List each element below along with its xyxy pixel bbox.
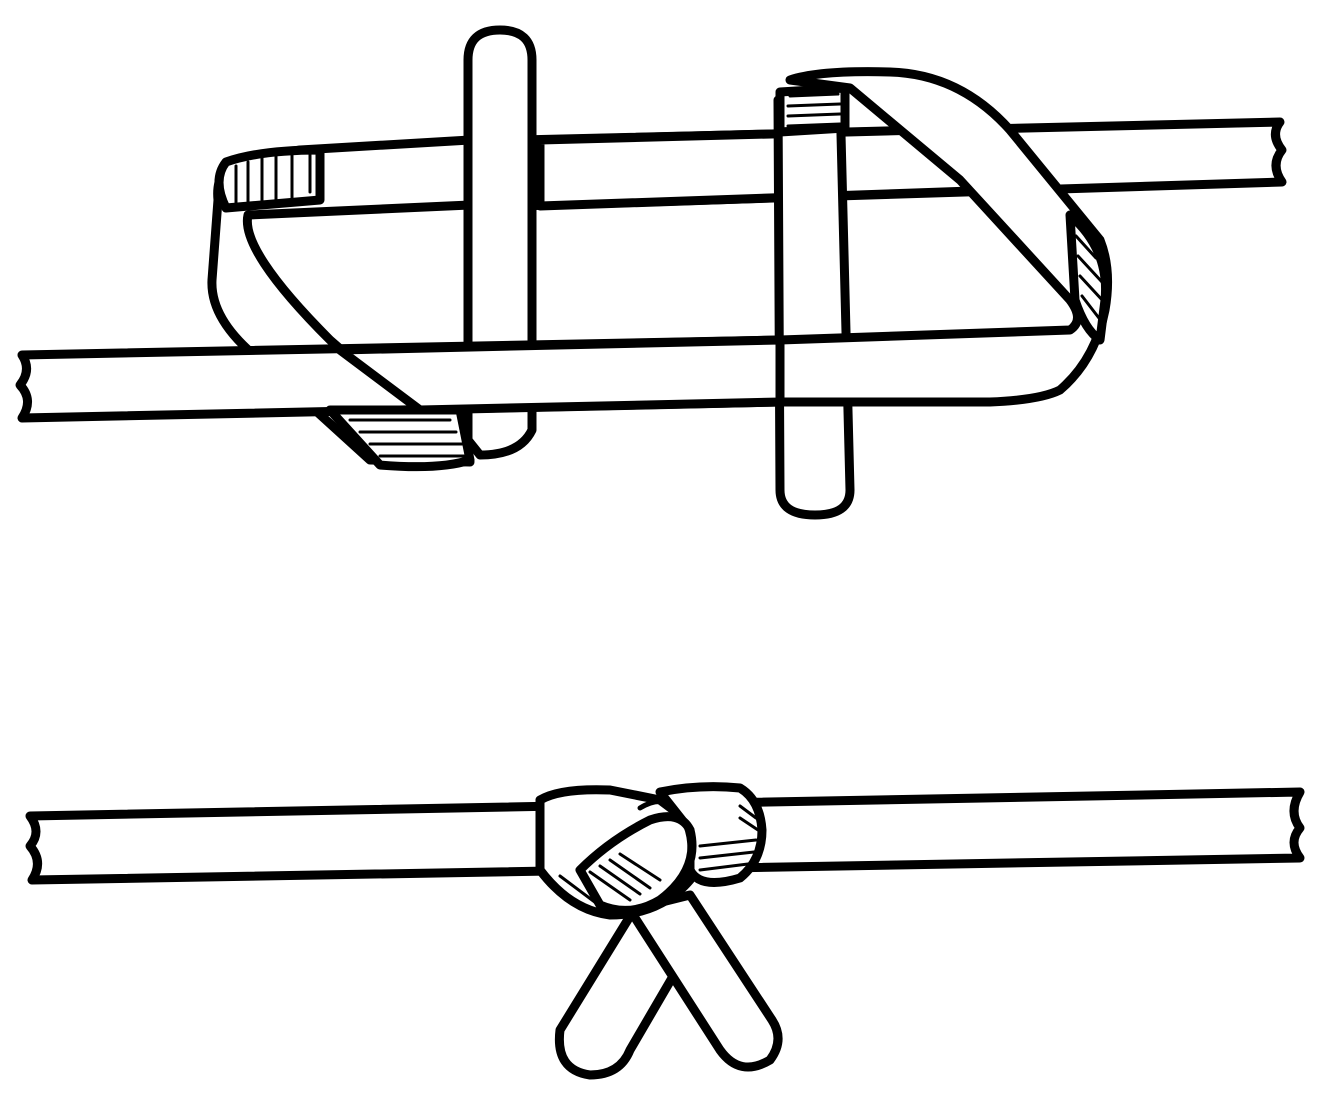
top-lower-strip-over: [335, 335, 785, 415]
bottom-panel-tight-knot: [25, 782, 1305, 1080]
bottom-knot-hatching: [558, 804, 760, 908]
bottom-right-hanging-end: [625, 890, 783, 1072]
bottom-knot-fold-line: [637, 799, 693, 853]
top-left-loop-end: [325, 405, 475, 472]
bottom-hanging-ends: [554, 890, 783, 1080]
top-right-rod-hatching: [786, 92, 842, 128]
top-panel-loose-knot: [15, 25, 1287, 520]
top-right-vertical-end: [773, 83, 855, 520]
bottom-knot-body: [535, 782, 767, 920]
top-left-band-hatching: [234, 148, 312, 206]
top-left-loop-end-hatching: [348, 418, 466, 458]
top-right-band-hatching: [1074, 234, 1106, 324]
top-right-loop-band: [775, 67, 1113, 407]
